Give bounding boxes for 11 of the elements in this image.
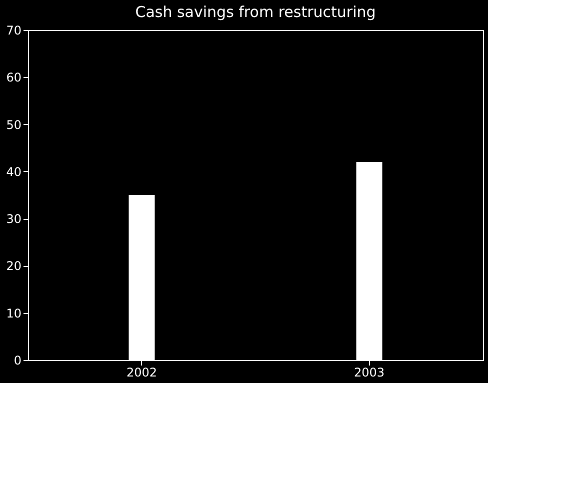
x-tick-label: 2002	[126, 366, 158, 380]
chart-title: Cash savings from restructuring	[135, 3, 376, 21]
y-tick-label: 50	[6, 118, 22, 132]
y-tick-label: 60	[6, 70, 22, 85]
y-tick-label: 10	[6, 306, 22, 320]
y-tick-label: 30	[6, 212, 22, 226]
y-tick-label: 70	[6, 24, 22, 38]
y-tick-label: 40	[6, 164, 22, 179]
y-tick-label: 20	[6, 259, 22, 274]
y-tick-label: 0	[14, 354, 22, 368]
x-tick-label: 2003	[354, 366, 385, 380]
